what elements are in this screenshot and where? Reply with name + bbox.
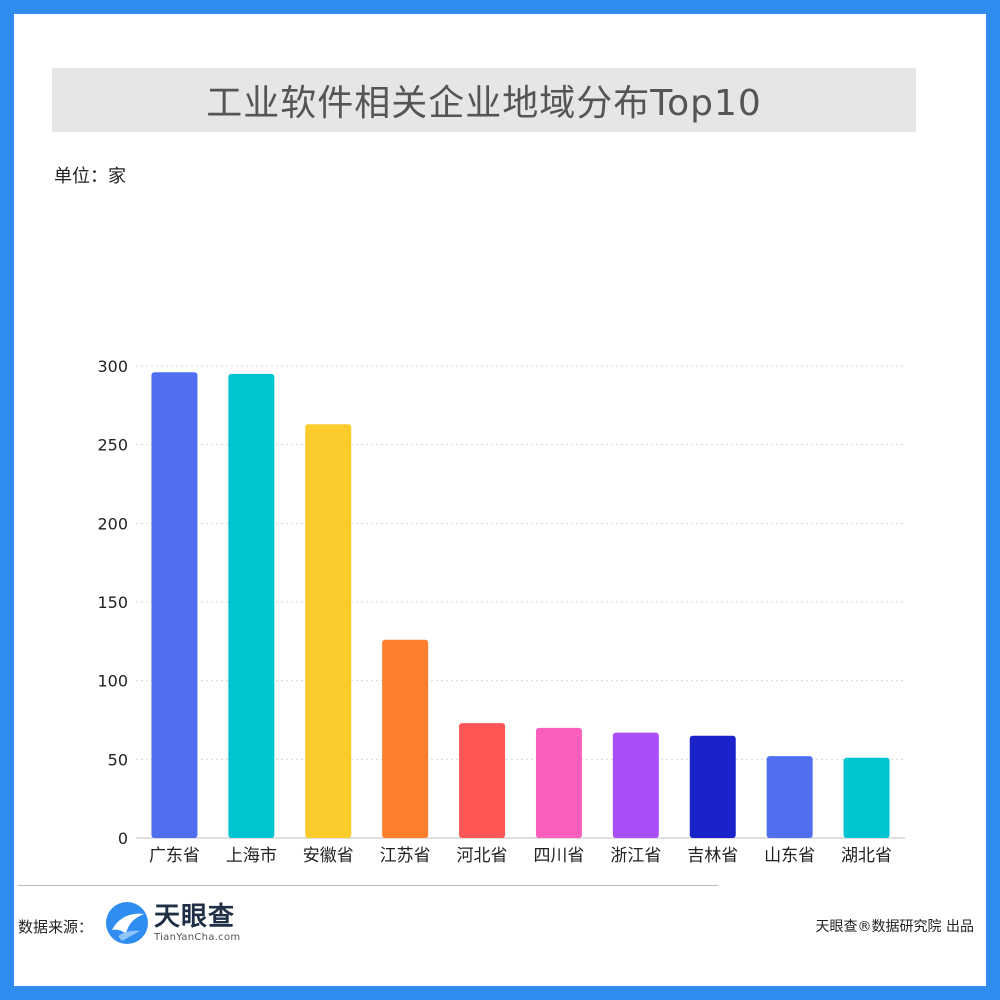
tianyancha-logo-icon bbox=[106, 902, 148, 944]
logo-name-en: TianYanCha.com bbox=[154, 932, 241, 943]
y-tick-label: 0 bbox=[118, 829, 128, 848]
bar-6 bbox=[535, 727, 582, 838]
chart-title: 工业软件相关企业地域分布Top10 bbox=[206, 83, 762, 124]
x-tick-label: 上海市 bbox=[226, 846, 277, 866]
bar-7 bbox=[612, 732, 659, 838]
bar-10 bbox=[843, 757, 890, 838]
bar-8 bbox=[689, 735, 736, 838]
bar-2 bbox=[228, 373, 275, 838]
source-label: 数据来源： bbox=[18, 918, 94, 936]
y-tick-label: 100 bbox=[97, 672, 128, 691]
x-tick-label: 安徽省 bbox=[303, 846, 354, 866]
x-tick-label: 江苏省 bbox=[380, 846, 431, 866]
bar-4 bbox=[382, 639, 429, 838]
y-tick-label: 200 bbox=[97, 514, 128, 533]
x-tick-label: 广东省 bbox=[149, 846, 200, 866]
y-tick-label: 50 bbox=[108, 750, 128, 769]
unit-label: 单位：家 bbox=[54, 166, 126, 187]
bar-9 bbox=[766, 756, 813, 838]
logo-name-cn: 天眼查 bbox=[154, 902, 236, 932]
footer-divider bbox=[18, 885, 718, 886]
bar-5 bbox=[459, 723, 506, 838]
y-tick-label: 300 bbox=[97, 357, 128, 376]
x-tick-label: 浙江省 bbox=[610, 846, 661, 866]
x-tick-label: 四川省 bbox=[533, 846, 584, 866]
bar-3 bbox=[305, 424, 352, 838]
y-tick-label: 150 bbox=[97, 593, 128, 612]
bar-1 bbox=[151, 372, 198, 838]
x-tick-label: 吉林省 bbox=[687, 846, 738, 866]
x-tick-label: 河北省 bbox=[457, 846, 508, 866]
y-tick-label: 250 bbox=[97, 436, 128, 455]
x-tick-label: 湖北省 bbox=[841, 846, 892, 866]
title-bar: 工业软件相关企业地域分布Top10 bbox=[52, 68, 916, 132]
credit-text: 天眼查®数据研究院 出品 bbox=[815, 919, 974, 935]
x-tick-label: 山东省 bbox=[764, 846, 815, 866]
tianyancha-logo: 天眼查 TianYanCha.com bbox=[104, 900, 240, 946]
